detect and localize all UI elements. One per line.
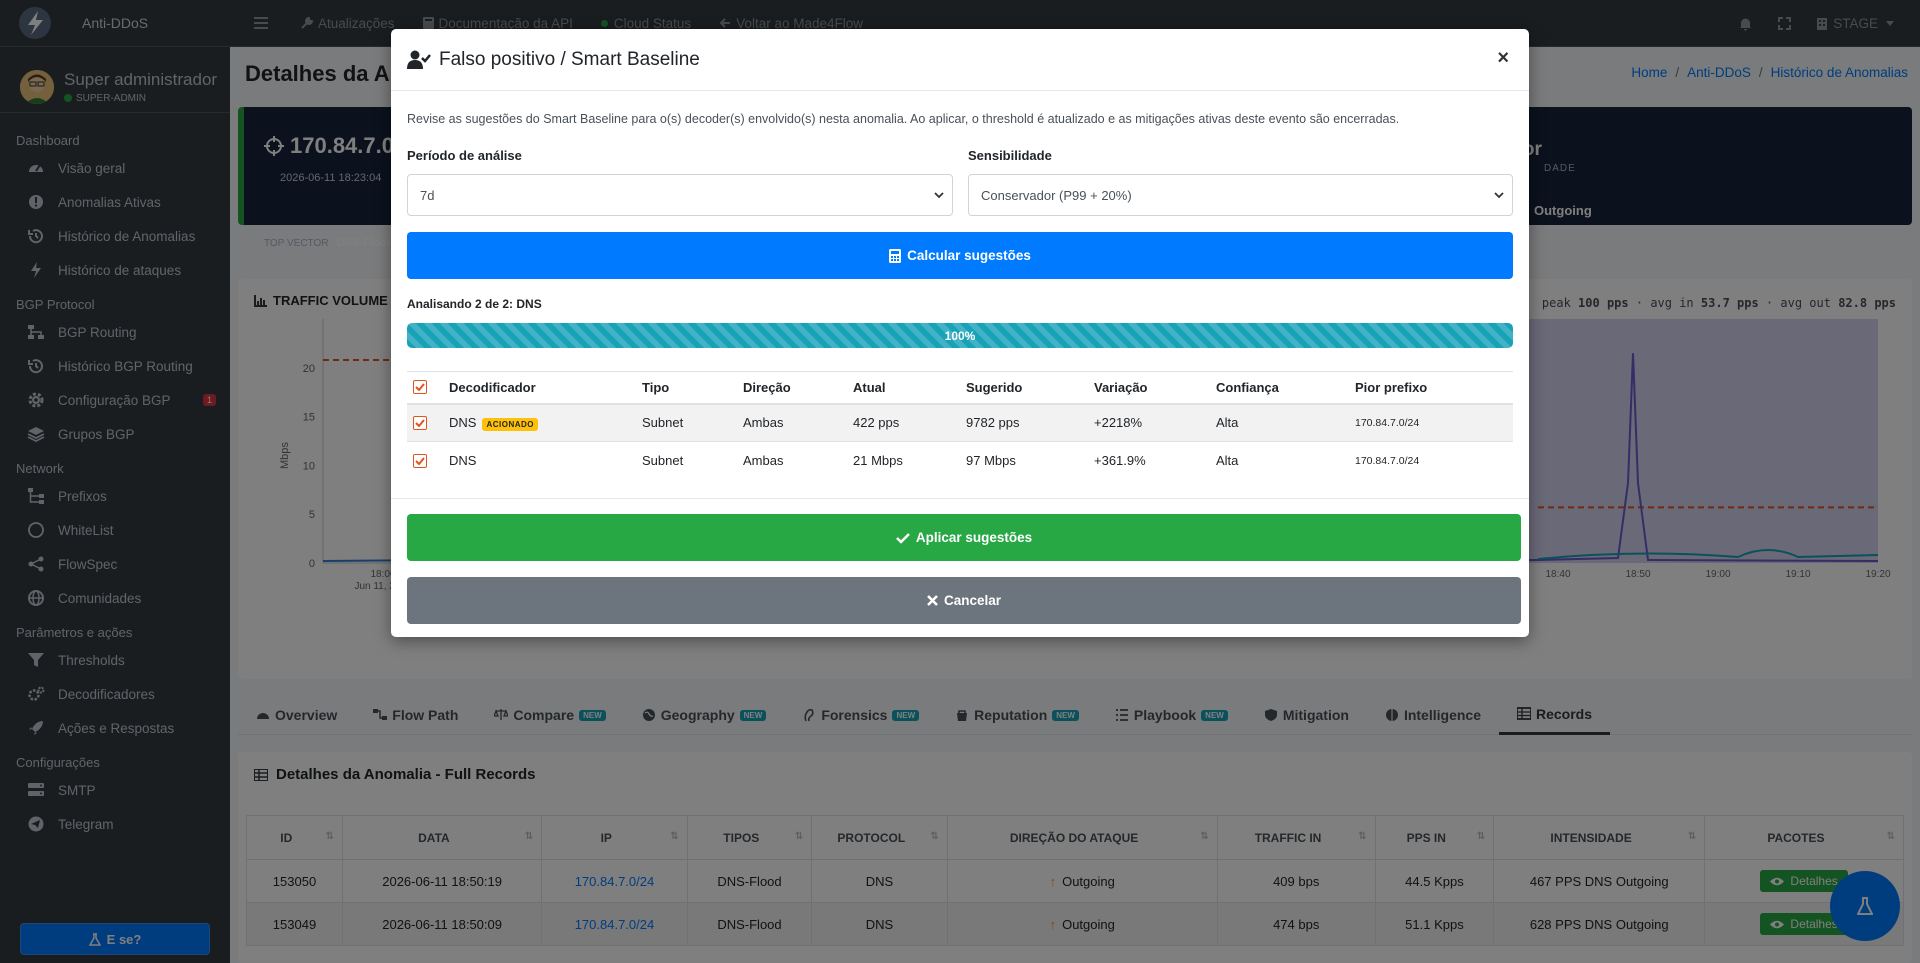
suggestion-atual: 21 Mbps: [847, 441, 960, 480]
suggestion-variacao: +361.9%: [1088, 441, 1210, 480]
apply-label: Aplicar sugestões: [915, 530, 1033, 545]
cancel-button[interactable]: Cancelar: [407, 577, 1521, 624]
select-all-cell[interactable]: [407, 371, 443, 405]
suggestions-header-row: Decodificador Tipo Direção Atual Sugerido Var…: [407, 371, 1513, 405]
suggestion-variacao: +2218%: [1088, 403, 1210, 442]
suggestions-table: Decodificador Tipo Direção Atual Sugerido Var…: [407, 371, 1513, 480]
modal-close-button[interactable]: ×: [1497, 47, 1509, 69]
calculate-label: Calcular sugestões: [907, 248, 1031, 263]
suggestion-sugerido: 9782 pps: [960, 403, 1088, 442]
row-checkbox[interactable]: [413, 415, 427, 430]
analyzing-status: Analisando 2 de 2: DNS: [407, 297, 542, 311]
chevron-down-icon: [1494, 192, 1504, 199]
triggered-badge: ACIONADO: [482, 418, 539, 432]
suggestions-column-header: Decodificador: [443, 371, 636, 405]
decoder-cell: DNS ACIONADO: [443, 403, 636, 442]
suggestions-column-header: Atual: [847, 371, 960, 405]
cancel-label: Cancelar: [943, 593, 1002, 608]
suggestions-column-header: Pior prefixo: [1349, 371, 1513, 405]
suggestions-column-header: Sugerido: [960, 371, 1088, 405]
modal-header: Falso positivo / Smart Baseline: [391, 29, 1529, 91]
suggestion-confianca: Alta: [1210, 441, 1349, 480]
calculator-icon: [889, 248, 902, 263]
progress-text: 100%: [944, 328, 976, 343]
apply-suggestions-button[interactable]: Aplicar sugestões: [407, 514, 1521, 561]
suggestions-column-header: Variação: [1088, 371, 1210, 405]
period-value: 7d: [420, 187, 435, 203]
sensitivity-value: Conservador (P99 + 20%): [981, 187, 1132, 203]
suggestion-prefixo: 170.84.7.0/24: [1349, 441, 1513, 480]
suggestion-direcao: Ambas: [737, 441, 847, 480]
suggestion-atual: 422 pps: [847, 403, 960, 442]
suggestion-row[interactable]: DNS ACIONADO Subnet Ambas 422 pps 9782 pps +22…: [407, 403, 1513, 442]
calculate-suggestions-button[interactable]: Calcular sugestões: [407, 232, 1513, 279]
select-all-checkbox[interactable]: [413, 380, 427, 395]
suggestion-row[interactable]: DNS Subnet Ambas 21 Mbps 97 Mbps +361.9% Alta 1…: [407, 441, 1513, 480]
modal-intro: Revise as sugestões do Smart Baseline pa…: [407, 112, 1400, 126]
suggestion-prefixo: 170.84.7.0/24: [1349, 403, 1513, 442]
check-icon: [895, 532, 910, 544]
suggestions-column-header: Direção: [737, 371, 847, 405]
chevron-down-icon: [934, 192, 944, 199]
decoder-cell: DNS: [443, 441, 636, 480]
suggestion-tipo: Subnet: [636, 441, 737, 480]
decoder-name: DNS: [449, 415, 477, 431]
row-checkbox[interactable]: [413, 453, 427, 468]
sensitivity-label: Sensibilidade: [968, 148, 1052, 163]
close-icon: [927, 595, 938, 606]
suggestions-column-header: Tipo: [636, 371, 737, 405]
period-select[interactable]: 7d: [407, 174, 953, 216]
suggestion-direcao: Ambas: [737, 403, 847, 442]
suggestion-sugerido: 97 Mbps: [960, 441, 1088, 480]
user-check-icon: [407, 50, 431, 69]
progress-fill: 100%: [407, 323, 1513, 348]
analysis-progress-bar: 100%: [407, 323, 1513, 348]
suggestions-column-header: Confiança: [1210, 371, 1349, 405]
modal-title: Falso positivo / Smart Baseline: [439, 48, 700, 70]
sensitivity-select[interactable]: Conservador (P99 + 20%): [968, 174, 1513, 216]
row-select-cell[interactable]: [407, 403, 443, 442]
row-select-cell[interactable]: [407, 441, 443, 480]
period-label: Período de análise: [407, 148, 522, 163]
modal-divider: [391, 498, 1529, 499]
suggestion-tipo: Subnet: [636, 403, 737, 442]
suggestion-confianca: Alta: [1210, 403, 1349, 442]
smart-baseline-modal: Falso positivo / Smart Baseline × Revise…: [391, 29, 1529, 637]
decoder-name: DNS: [449, 453, 477, 469]
